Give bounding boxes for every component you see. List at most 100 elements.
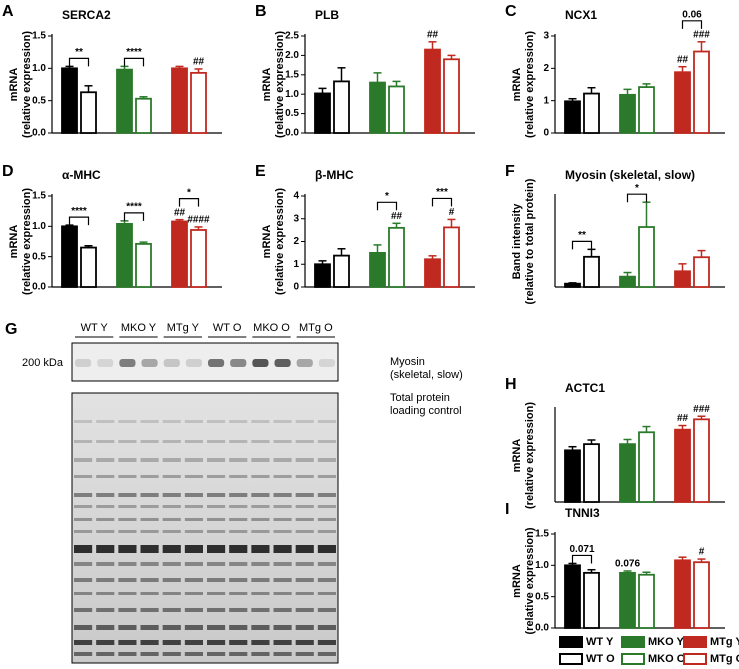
- gel-band: [207, 578, 226, 582]
- bar-label: ###: [693, 404, 710, 415]
- gel-band: [184, 493, 203, 497]
- gel-band: [162, 652, 181, 656]
- gel-band: [273, 592, 292, 595]
- gel-band: [295, 652, 314, 656]
- gel-band: [207, 625, 226, 630]
- gel-band: [118, 475, 137, 478]
- bar: [619, 571, 636, 629]
- gel-band: [207, 608, 226, 612]
- y-tick-label: 0.0: [32, 282, 46, 293]
- bar: [80, 91, 97, 134]
- blot-band: [296, 359, 313, 367]
- gel-band: [74, 493, 93, 497]
- gel-band: [273, 475, 292, 478]
- panel-letter: C: [505, 3, 517, 20]
- gel-band: [273, 420, 292, 423]
- gel-band: [118, 545, 137, 553]
- gel-band: [295, 625, 314, 630]
- gel-band: [251, 518, 270, 521]
- bar: [314, 263, 331, 288]
- gel-band: [74, 640, 93, 645]
- y-tick-label: 1.5: [535, 529, 549, 540]
- gel-band: [317, 562, 336, 566]
- gel-band: [251, 458, 270, 462]
- gel-band: [317, 475, 336, 478]
- y-tick-label: 0: [543, 128, 549, 139]
- gel-band: [140, 518, 159, 521]
- gel-band: [118, 493, 137, 497]
- y-axis-label: mRNA: [8, 68, 20, 102]
- lane-label: WT O: [213, 322, 242, 334]
- gel-band: [207, 518, 226, 521]
- gel-band: [207, 505, 226, 508]
- gel-band: [162, 625, 181, 630]
- gel-band: [140, 440, 159, 443]
- gel-band: [74, 545, 93, 553]
- bar: [564, 564, 581, 629]
- gel-band: [96, 493, 115, 497]
- gel-band: [317, 420, 336, 423]
- bar: [693, 50, 710, 134]
- bar-label: ##: [677, 413, 689, 424]
- gel-band: [317, 518, 336, 521]
- significance-bracket: [68, 57, 90, 67]
- y-axis-label: mRNA: [8, 225, 20, 259]
- gel-band: [96, 530, 115, 533]
- gel-band: [184, 592, 203, 595]
- legend-label: MKO Y: [648, 636, 685, 648]
- gel-band: [273, 625, 292, 630]
- gel-band: [74, 420, 93, 423]
- gel-band: [118, 505, 137, 508]
- gel-band: [140, 640, 159, 645]
- significance-label: ***: [436, 187, 448, 198]
- gel-band: [74, 625, 93, 630]
- bar: [80, 246, 97, 288]
- bar: [61, 67, 78, 134]
- gel-band: [118, 608, 137, 612]
- y-tick-label: 2.0: [285, 50, 299, 61]
- bar: [583, 443, 600, 503]
- bar: [638, 431, 655, 503]
- gel-band: [184, 518, 203, 521]
- gel-band: [162, 440, 181, 443]
- gel-band: [184, 562, 203, 566]
- significance-bracket: [571, 240, 593, 250]
- gel-band: [251, 652, 270, 656]
- bar: [135, 97, 152, 134]
- bar: [674, 270, 691, 288]
- gel-band: [162, 518, 181, 521]
- gel-band: [317, 493, 336, 497]
- blot-label: (skeletal, slow): [390, 369, 463, 381]
- significance-label: *: [635, 183, 639, 194]
- y-tick-label: 0.0: [285, 128, 299, 139]
- significance-label: 0.06: [682, 9, 702, 20]
- bar-label: ##: [677, 54, 689, 65]
- gel-band: [96, 578, 115, 582]
- significance-label: **: [578, 230, 586, 241]
- gel-band: [273, 545, 292, 553]
- blot-frame: [71, 342, 339, 382]
- gel-band: [317, 505, 336, 508]
- gel-band: [74, 592, 93, 595]
- y-axis-label: (relative to total protein): [524, 178, 536, 304]
- bar: [190, 229, 207, 288]
- gel-band: [251, 578, 270, 582]
- gel-band: [317, 592, 336, 595]
- gel-band: [207, 640, 226, 645]
- y-tick-label: 1: [543, 95, 549, 106]
- gel-band: [229, 420, 248, 423]
- gel-band: [273, 608, 292, 612]
- bar: [333, 80, 350, 134]
- gel-band: [96, 608, 115, 612]
- gel-band: [229, 592, 248, 595]
- gel-band: [118, 592, 137, 595]
- gel-band: [229, 530, 248, 533]
- gel-band: [74, 562, 93, 566]
- y-tick-label: 0.0: [32, 128, 46, 139]
- gel-band: [184, 545, 203, 553]
- lane-label: MKO O: [253, 322, 290, 334]
- bar: [564, 449, 581, 503]
- bar-label: ##: [427, 29, 439, 40]
- gel-band: [229, 562, 248, 566]
- gel-band: [207, 475, 226, 478]
